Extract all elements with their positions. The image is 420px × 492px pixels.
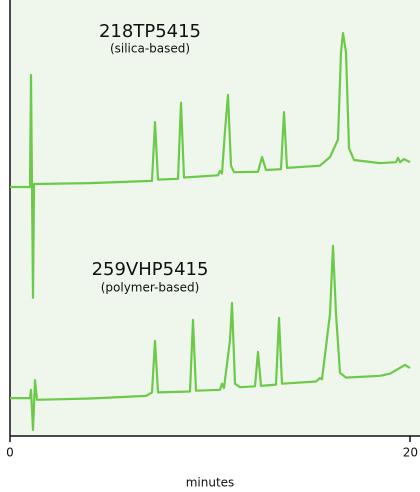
trace-description: (silica-based) [110, 42, 190, 56]
trace-line [10, 32, 411, 299]
trace-label: 218TP5415 [99, 21, 201, 42]
plot-background [10, 0, 420, 436]
x-axis-label: minutes [186, 476, 235, 490]
trace-line [10, 244, 411, 431]
x-tick-label: 20 [403, 446, 418, 460]
trace-description: (polymer-based) [101, 281, 200, 295]
trace-label: 259VHP5415 [92, 259, 209, 280]
x-tick-label: 0 [6, 446, 14, 460]
